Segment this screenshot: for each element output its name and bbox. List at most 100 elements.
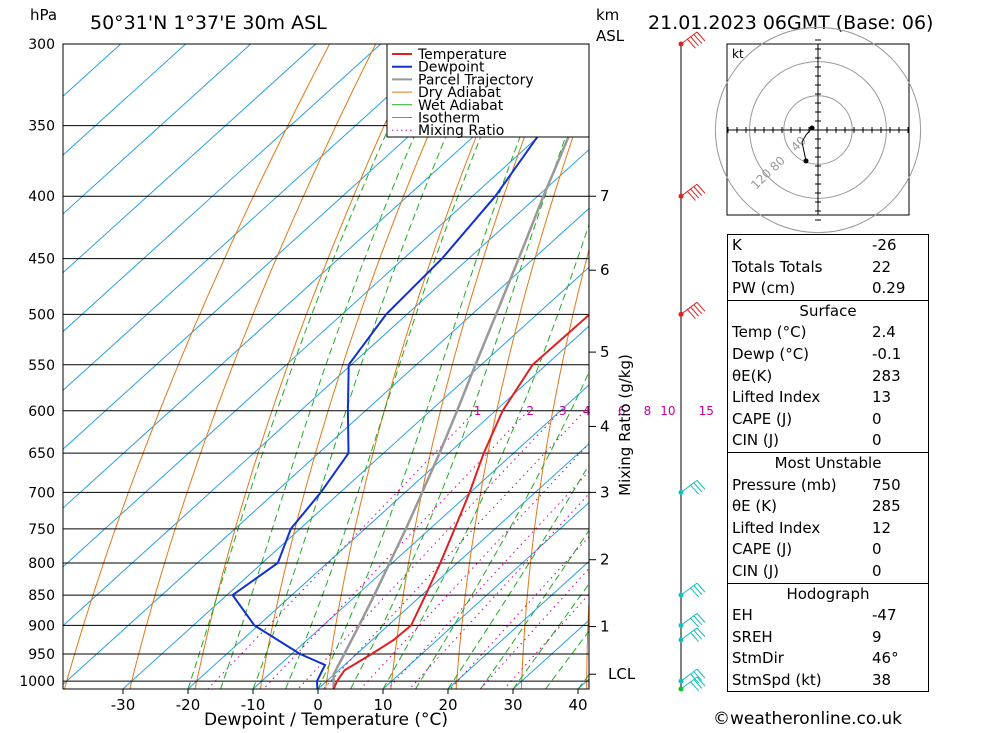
index-value: 46° <box>872 649 899 668</box>
wind-barb-staff <box>680 627 698 641</box>
index-row: CAPE (J) 0 <box>728 409 928 431</box>
index-row: Lifted Index 13 <box>728 387 928 409</box>
index-row: CIN (J) 0 <box>728 561 928 583</box>
wind-barb <box>678 301 706 319</box>
plot-frame <box>62 43 590 690</box>
mixing-ratio-label: 4 <box>583 404 591 418</box>
index-value: 0 <box>872 561 882 580</box>
x-tick-label: -30 <box>111 696 136 714</box>
wind-barb-feather <box>690 484 699 495</box>
pressure-label: 900 <box>28 618 55 634</box>
wet-adiabat-line <box>220 44 456 689</box>
wind-barb-feather <box>696 582 706 593</box>
km-axis-labels: 7 6 5 4 3 2 1 LCL <box>589 187 636 683</box>
wind-barb-feather <box>690 681 699 692</box>
index-value: 0 <box>872 409 882 428</box>
index-value: -0.1 <box>872 344 902 363</box>
hodograph-title: Hodograph <box>728 582 928 606</box>
index-row: Dewp (°C) -0.1 <box>728 344 928 366</box>
wind-barb-staff <box>680 301 698 315</box>
index-value: 0 <box>872 540 882 559</box>
legend-entry: Isotherm <box>418 111 480 127</box>
wind-barb-feather <box>687 191 696 201</box>
wet-adiabat-line <box>447 463 589 689</box>
isotherm-line <box>63 44 447 392</box>
wind-barb <box>678 582 706 598</box>
wind-barb <box>678 627 706 643</box>
series-temperature <box>332 313 589 689</box>
dry-adiabat-line <box>325 44 515 689</box>
index-value: 0.29 <box>872 279 906 298</box>
index-label: Lifted Index <box>732 388 821 407</box>
wind-barb <box>678 612 706 628</box>
index-row: SREH 9 <box>728 627 928 649</box>
isotherm-line <box>63 44 187 156</box>
mixing-ratio-label: 3 <box>559 404 567 418</box>
wet-adiabat-line <box>480 529 589 689</box>
series-dewpoint <box>231 64 589 689</box>
x-tick-label: 0 <box>313 696 323 714</box>
wind-barb-feather <box>693 34 703 44</box>
wind-barb-staff <box>680 479 698 493</box>
wind-barb-feather <box>696 676 706 687</box>
x-axis-label: Dewpoint / Temperature (°C) <box>204 710 448 730</box>
km-tick-label: 4 <box>600 417 610 435</box>
mixing-ratio-axis-label: Mixing Ratio (g/kg) <box>616 354 634 496</box>
index-label: K <box>732 236 742 254</box>
isotherm-line <box>187 325 589 689</box>
wind-barb-feather <box>693 482 703 493</box>
wind-barb-feather <box>696 668 706 679</box>
wind-barb-feather <box>690 188 699 199</box>
index-row: EH -47 <box>728 605 928 627</box>
index-row: StmSpd (kt) 38 <box>728 670 928 692</box>
index-row: Totals Totals 22 <box>728 257 928 279</box>
km-tick-label: LCL <box>608 665 636 683</box>
index-label: CIN (J) <box>732 561 780 580</box>
pressure-label: 350 <box>28 119 55 135</box>
mixing-ratio-line <box>479 567 589 689</box>
left-unit-label: hPa <box>30 6 57 24</box>
isotherm-line <box>63 207 589 686</box>
wind-barb-feather <box>687 38 696 49</box>
isotherm-line <box>63 44 317 274</box>
wet-adiabat-line <box>317 44 557 689</box>
index-row: θE(K) 283 <box>728 366 928 388</box>
index-row: θE (K) 285 <box>728 496 928 518</box>
legend-entry: Dewpoint <box>418 60 485 76</box>
mixing-ratio-label: 2 <box>526 404 534 418</box>
pressure-axis-labels: 300 350 400 450 500 550 600 650 700 750 800 850 900 9… <box>19 37 55 690</box>
wind-barb-feather <box>690 632 699 642</box>
index-row: CIN (J) 0 <box>728 430 928 452</box>
pressure-label: 450 <box>28 252 55 268</box>
index-label: Temp (°C) <box>732 323 807 342</box>
wind-barb-column <box>678 31 706 692</box>
wind-barb-feather <box>696 183 706 194</box>
isotherm-line <box>63 44 122 97</box>
datetime-title: 21.01.2023 06GMT (Base: 06) <box>648 12 933 34</box>
x-tick-label: 30 <box>503 696 522 714</box>
wet-adiabat-line <box>285 44 520 689</box>
mixing-ratio-line <box>360 442 589 689</box>
mixing-ratio-line <box>207 410 476 689</box>
km-tick-label: 7 <box>600 187 610 205</box>
index-label: SREH <box>732 627 773 646</box>
wet-adiabat-line <box>252 44 486 689</box>
pressure-label: 1000 <box>19 674 55 690</box>
index-label: PW (cm) <box>732 279 796 298</box>
index-label: Dewp (°C) <box>732 344 810 363</box>
x-tick-label: 40 <box>568 696 587 714</box>
km-tick-label: 1 <box>600 618 610 636</box>
wind-barb <box>678 183 706 201</box>
wet-adiabat-line <box>415 370 589 689</box>
legend-entry: Dry Adiabat <box>418 85 501 101</box>
wind-barb-feather <box>693 679 703 689</box>
hodograph-unit: kt <box>732 47 744 61</box>
wet-adiabat-line <box>187 44 428 689</box>
dry-adiabat-line <box>946 44 979 689</box>
surface-title: Surface <box>728 299 928 323</box>
dry-adiabat-line <box>586 593 589 689</box>
wind-barb-feather <box>687 309 696 319</box>
wind-barb-feather <box>693 186 703 196</box>
